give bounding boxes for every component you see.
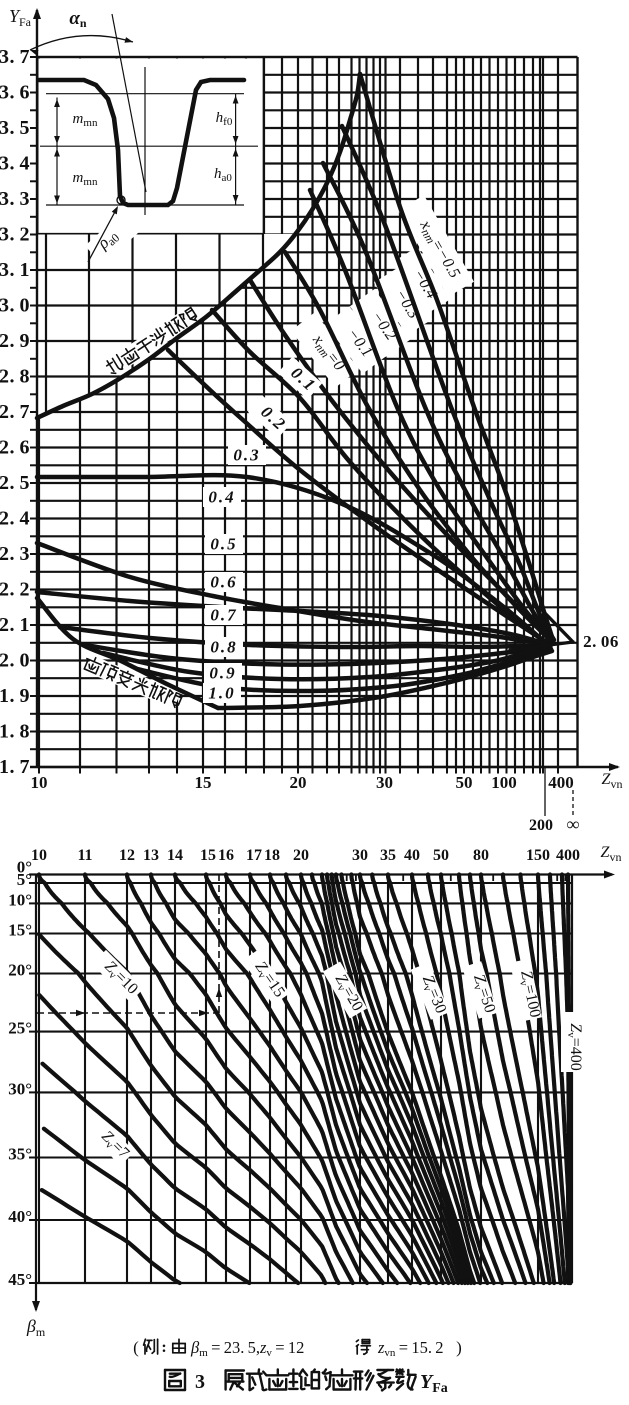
svg-text:3. 4: 3. 4 <box>0 153 30 175</box>
svg-text:0.9: 0.9 <box>209 664 236 683</box>
svg-text:1. 9: 1. 9 <box>0 685 30 707</box>
svg-text:1. 7: 1. 7 <box>0 756 30 778</box>
svg-text:10°: 10° <box>8 890 32 909</box>
svg-text:11: 11 <box>77 847 92 864</box>
svg-text:5°: 5° <box>17 870 32 889</box>
svg-text:13: 13 <box>143 847 159 864</box>
svg-text:50: 50 <box>456 773 473 792</box>
svg-text:2. 3: 2. 3 <box>0 543 30 565</box>
svg-text:16: 16 <box>218 847 234 864</box>
svg-text:50: 50 <box>433 847 449 864</box>
svg-text:2. 1: 2. 1 <box>0 614 30 636</box>
svg-text:2. 8: 2. 8 <box>0 366 30 388</box>
svg-text:15°: 15° <box>8 921 32 940</box>
svg-text:2. 7: 2. 7 <box>0 401 30 423</box>
svg-text:1. 8: 1. 8 <box>0 721 30 743</box>
svg-text:Zv=50: Zv=50 <box>468 972 498 1015</box>
svg-text:400: 400 <box>556 847 580 864</box>
svg-text:17: 17 <box>246 847 262 864</box>
svg-text:βm: βm <box>26 1316 46 1339</box>
svg-text:35°: 35° <box>8 1145 32 1164</box>
svg-text:20: 20 <box>293 847 309 864</box>
svg-text:400: 400 <box>548 773 574 792</box>
svg-text:(: ( <box>133 1338 139 1357</box>
svg-text:12: 12 <box>119 847 135 864</box>
svg-text:0°: 0° <box>17 858 32 877</box>
svg-text:40: 40 <box>404 847 420 864</box>
svg-text:): ) <box>456 1338 462 1357</box>
svg-text:3. 3: 3. 3 <box>0 188 30 210</box>
svg-text:35: 35 <box>380 847 396 864</box>
svg-text:3. 0: 3. 0 <box>0 295 30 317</box>
svg-text:15: 15 <box>200 847 216 864</box>
svg-text:hf0: hf0 <box>216 110 233 128</box>
svg-text:3. 6: 3. 6 <box>0 82 30 104</box>
svg-text:100: 100 <box>491 773 517 792</box>
svg-text:0.3: 0.3 <box>233 446 260 465</box>
svg-text:Zvn: Zvn <box>602 771 623 791</box>
svg-text:0.7: 0.7 <box>210 606 237 625</box>
svg-text:14: 14 <box>167 847 183 864</box>
svg-text:βm = 23. 5,zv = 12: βm = 23. 5,zv = 12 <box>190 1338 304 1359</box>
svg-text:0.5: 0.5 <box>210 535 237 554</box>
svg-text:0.4: 0.4 <box>208 488 235 507</box>
svg-text:2. 0: 2. 0 <box>0 650 30 672</box>
svg-text:YFa: YFa <box>420 1371 448 1396</box>
svg-text:10: 10 <box>31 847 47 864</box>
svg-text:Zvn: Zvn <box>601 844 622 864</box>
svg-text:1.0: 1.0 <box>208 684 235 703</box>
svg-text:40°: 40° <box>8 1207 32 1226</box>
svg-text:20°: 20° <box>8 961 32 980</box>
svg-text:3. 7: 3. 7 <box>0 46 30 68</box>
svg-text:YFa: YFa <box>9 6 32 29</box>
svg-text:3. 1: 3. 1 <box>0 259 30 281</box>
svg-text:∞: ∞ <box>567 814 580 834</box>
svg-text:Zv=400: Zv=400 <box>565 1023 584 1070</box>
svg-text:2. 6: 2. 6 <box>0 437 30 459</box>
svg-text:30: 30 <box>352 847 368 864</box>
svg-text:zvn = 15. 2: zvn = 15. 2 <box>377 1338 444 1359</box>
svg-text:30°: 30° <box>8 1079 32 1098</box>
svg-text:10: 10 <box>31 773 48 792</box>
svg-text:2. 06: 2. 06 <box>583 632 619 651</box>
svg-text:15: 15 <box>195 773 212 792</box>
svg-text:150: 150 <box>526 847 550 864</box>
svg-text:25°: 25° <box>8 1019 32 1038</box>
svg-text:mmn: mmn <box>73 111 98 129</box>
svg-text:2. 5: 2. 5 <box>0 472 30 494</box>
svg-text:200: 200 <box>529 817 553 834</box>
svg-text:2. 4: 2. 4 <box>0 508 30 530</box>
svg-text:2. 9: 2. 9 <box>0 330 30 352</box>
svg-text:αn: αn <box>69 8 87 30</box>
svg-text:20: 20 <box>290 773 307 792</box>
svg-text:0.6: 0.6 <box>210 573 237 592</box>
svg-text:3. 2: 3. 2 <box>0 224 30 246</box>
svg-text:30: 30 <box>376 773 393 792</box>
svg-text:ha0: ha0 <box>214 166 232 184</box>
svg-text::: : <box>161 1339 166 1356</box>
svg-text:3. 5: 3. 5 <box>0 117 30 139</box>
svg-text:mmn: mmn <box>73 170 98 188</box>
svg-text:0.8: 0.8 <box>210 638 237 657</box>
svg-text:18: 18 <box>264 847 280 864</box>
svg-text:2. 2: 2. 2 <box>0 579 30 601</box>
svg-text:Zv=30: Zv=30 <box>417 973 449 1017</box>
svg-text:3: 3 <box>195 1371 205 1393</box>
svg-text:80: 80 <box>473 847 489 864</box>
svg-text:45°: 45° <box>8 1270 32 1289</box>
